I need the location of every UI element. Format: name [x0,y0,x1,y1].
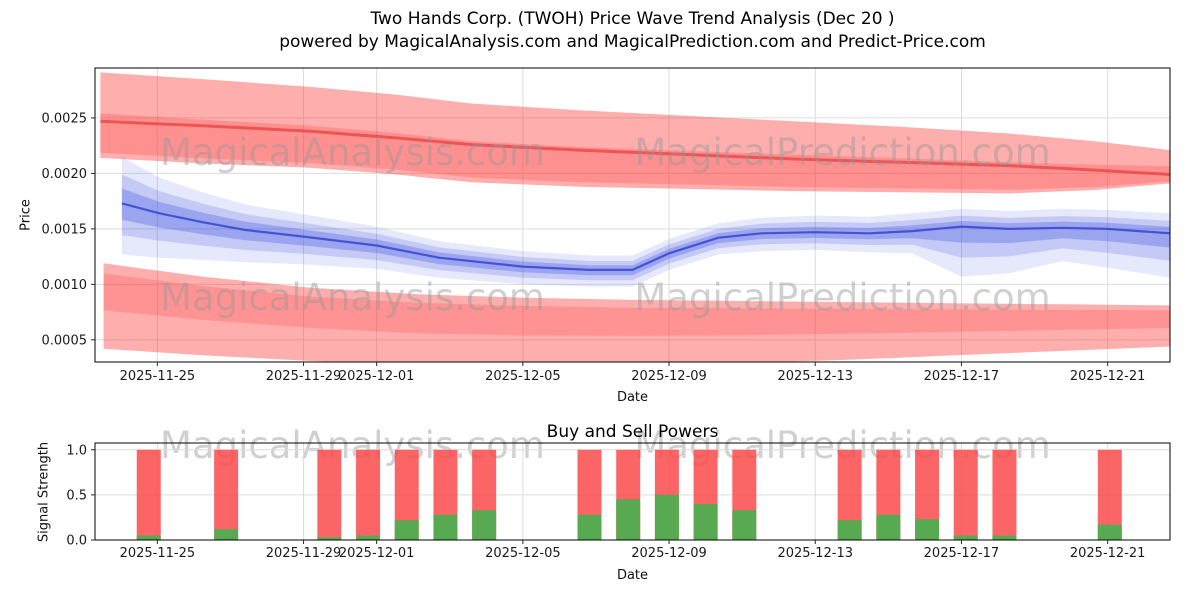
x-tick-label: 2025-11-25 [120,369,196,384]
figure-title-line1: Two Hands Corp. (TWOH) Price Wave Trend … [370,9,895,29]
buy-bar [876,514,901,540]
lower-forecast-band-inner [103,273,1170,336]
x-tick-label: 2025-11-29 [266,546,342,561]
price-x-axis-label: Date [616,390,649,405]
y-tick-label: 0.0 [66,534,87,549]
sell-bar [136,449,161,540]
buy-bar [992,535,1017,540]
x-tick-label: 2025-12-13 [777,369,853,384]
y-tick-label: 0.0020 [42,167,88,182]
upper-forecast-band-core [100,119,1170,176]
buy-bar [433,514,458,540]
figure-title-line2: powered by MagicalAnalysis.com and Magic… [279,32,986,52]
buy-bar [136,535,161,540]
buy-bar [732,510,757,540]
power-x-axis-label: Date [616,568,649,583]
y-tick-label: 0.0025 [42,111,88,126]
plot-border [94,442,1171,541]
price-wave-median [121,202,1170,271]
power-y-axis-label: Signal Strength [36,441,52,543]
x-tick-label: 2025-12-17 [924,546,1000,561]
x-tick-label: 2025-12-05 [485,546,561,561]
price-wave-band-0 [121,156,1170,287]
x-tick-label: 2025-12-13 [777,546,853,561]
x-tick-label: 2025-12-01 [339,546,415,561]
price-wave-band-1 [121,174,1170,281]
sell-bar [953,449,978,540]
x-tick-label: 2025-12-21 [1070,546,1146,561]
buy-bar [953,535,978,540]
buy-bar [214,529,239,540]
buy-bar [915,519,940,540]
x-tick-label: 2025-12-05 [485,369,561,384]
y-tick-label: 0.0015 [42,222,88,237]
buy-bar [577,514,602,540]
x-tick-label: 2025-11-25 [120,546,196,561]
power-chart-title: Buy and Sell Powers [546,422,719,442]
watermark-text: MagicalAnalysis.com [160,131,545,174]
buy-bar [317,537,342,540]
x-tick-label: 2025-12-21 [1070,369,1146,384]
buy-bar [356,535,381,540]
price-y-axis-label: Price [18,199,34,231]
buy-bar [1097,524,1122,540]
watermark-text: MagicalPrediction.com [634,276,1051,319]
lower-forecast-band [103,263,1170,362]
x-tick-label: 2025-11-29 [266,369,342,384]
buy-bar [654,494,679,540]
x-tick-label: 2025-12-09 [631,546,707,561]
x-tick-label: 2025-12-09 [631,369,707,384]
y-tick-label: 0.0005 [42,333,88,348]
watermark-text: MagicalPrediction.com [634,131,1051,174]
buy-bar [837,520,862,540]
x-tick-label: 2025-12-01 [339,369,415,384]
watermark-text: MagicalAnalysis.com [160,276,545,319]
buy-bar [693,503,718,540]
sell-bar [992,449,1017,540]
sell-bar [356,449,381,540]
buy-bar [472,510,497,540]
figure-title: Two Hands Corp. (TWOH) Price Wave Trend … [65,8,1200,54]
buy-bar [616,499,641,540]
sell-bar [214,449,239,540]
sell-bar [317,449,342,540]
gridlines [95,68,1170,362]
buy-bar [394,520,419,540]
y-tick-label: 0.0010 [42,278,88,293]
price-wave-band-2 [121,188,1170,276]
plot-border [94,67,1171,363]
y-tick-label: 0.5 [66,488,87,503]
x-tick-label: 2025-12-17 [924,369,1000,384]
y-tick-label: 1.0 [66,443,87,458]
